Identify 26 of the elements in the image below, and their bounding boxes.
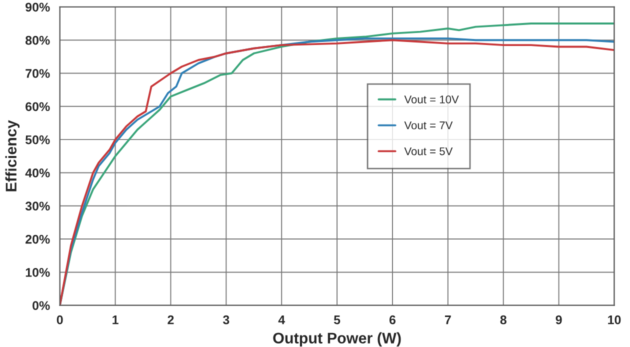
x-tick-label: 4 (278, 316, 286, 324)
y-tick-label: 10% (26, 268, 50, 277)
y-tick-label: 70% (26, 69, 50, 78)
y-tick-label: 20% (26, 234, 50, 244)
x-tick-label: 10 (608, 315, 621, 324)
x-tick-label: 5 (334, 316, 340, 324)
x-tick-label: 6 (389, 315, 396, 324)
y-tick-label: 0% (32, 301, 50, 310)
y-tick-label: 40% (25, 168, 50, 178)
legend-label: Vout = 10V (404, 96, 459, 104)
legend-label: Vout = 5V (404, 147, 453, 156)
x-tick-label: 0 (56, 315, 63, 324)
x-axis-title: Output Power (W) (273, 332, 401, 347)
y-tick-label: 90% (26, 2, 50, 12)
x-tick-label: 8 (500, 315, 506, 324)
legend-label: Vout = 7V (404, 122, 453, 130)
y-axis-title: Efficiency (5, 120, 20, 192)
x-tick-label: 3 (222, 315, 230, 324)
y-tick-label: 80% (26, 36, 50, 45)
x-tick-label: 1 (112, 316, 118, 324)
x-tick-label: 7 (444, 316, 451, 324)
x-tick-label: 9 (556, 315, 562, 324)
y-tick-label: 60% (26, 102, 50, 112)
y-tick-label: 30% (25, 202, 50, 211)
x-tick-label: 2 (168, 315, 174, 324)
y-tick-label: 50% (25, 135, 50, 144)
